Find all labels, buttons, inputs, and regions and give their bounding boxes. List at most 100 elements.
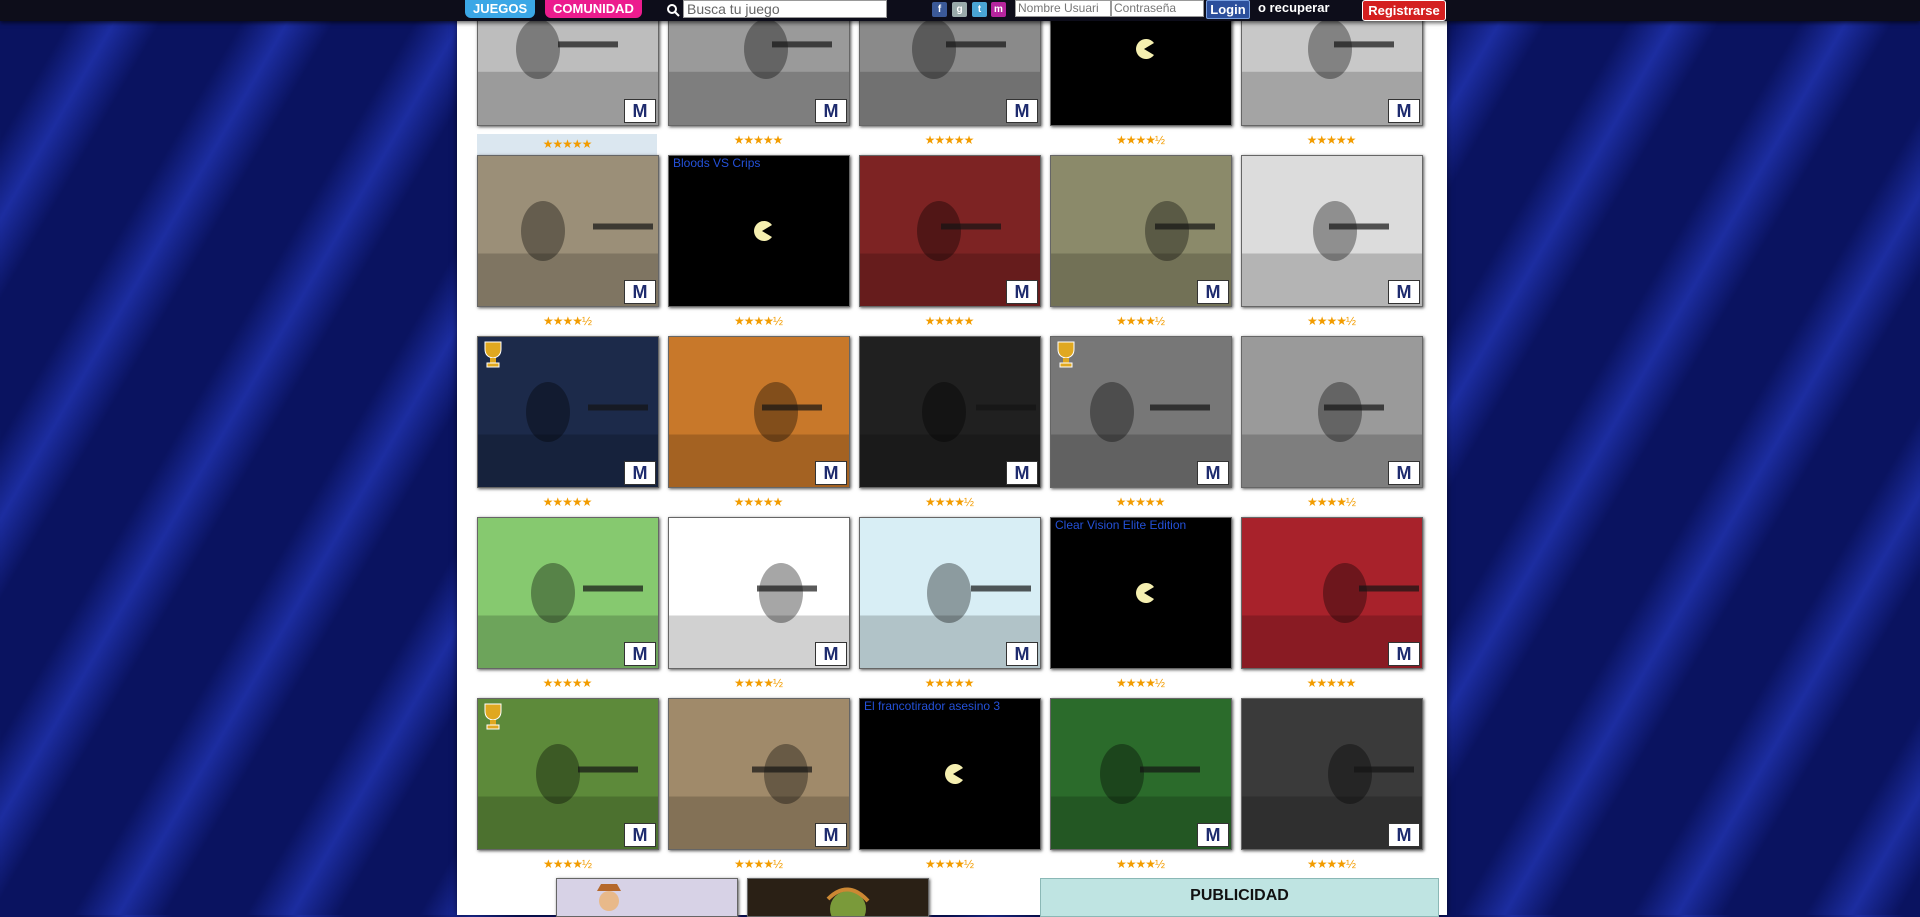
rating-stars: ★★★★½ [1115,133,1165,147]
rating-stars: ★★★★½ [1115,857,1165,871]
username-field[interactable]: Nombre Usuari [1015,0,1111,17]
rating-stars: ★★★★½ [924,857,974,871]
placeholder-icon [1136,39,1154,59]
game-thumbnail[interactable] [747,878,929,917]
trophy-icon [1057,341,1075,368]
recover-link[interactable]: o recuperar [1258,0,1330,15]
m-badge-icon: M [1388,823,1420,847]
m-badge-icon: M [1006,280,1038,304]
m-badge-icon: M [815,461,847,485]
game-thumbnail[interactable]: M [1241,336,1423,488]
m-badge-icon: M [815,642,847,666]
game-thumbnail[interactable]: M [859,0,1041,126]
game-thumbnail[interactable]: M [859,517,1041,669]
game-thumbnail[interactable]: M [859,155,1041,307]
game-thumbnail[interactable]: El francotirador asesino 3 [859,698,1041,850]
game-thumbnail[interactable]: M [1241,698,1423,850]
game-thumbnail[interactable]: M [668,0,850,126]
password-field[interactable]: Contraseña [1111,0,1204,17]
game-thumbnail[interactable]: M [859,336,1041,488]
rating-stars: ★★★★★ [1115,495,1166,509]
trophy-icon [484,341,502,368]
m-badge-icon: M [1388,642,1420,666]
m-badge-icon: M [624,280,656,304]
rating-stars: ★★★★★ [733,495,784,509]
m-badge-icon: M [624,642,656,666]
rating-stars: ★★★★½ [542,314,592,328]
rating-stars: ★★★★½ [1306,314,1356,328]
advertisement-label: PUBLICIDAD [1040,878,1439,917]
game-artwork [669,563,849,668]
game-artwork [1051,382,1231,487]
rating-stars: ★★★★½ [733,314,783,328]
login-button[interactable]: Login [1206,0,1250,19]
search-input[interactable]: Busca tu juego [683,0,887,18]
game-thumbnail[interactable]: M [477,0,659,126]
rating-stars: ★★★★★ [477,134,657,158]
myspace-icon[interactable]: m [991,2,1006,17]
rating-stars: ★★★★½ [924,495,974,509]
rating-stars: ★★★★½ [1115,314,1165,328]
m-badge-icon: M [815,823,847,847]
game-thumbnail[interactable]: Clear Vision Elite Edition [1050,517,1232,669]
tab-comunidad[interactable]: COMUNIDAD [545,0,642,18]
m-badge-icon: M [624,461,656,485]
game-thumbnail[interactable]: M [1050,698,1232,850]
rating-stars: ★★★★★ [924,133,975,147]
rating-stars: ★★★★½ [733,676,783,690]
m-badge-icon: M [1388,99,1420,123]
game-thumbnail[interactable]: Bloods VS Crips [668,155,850,307]
game-thumbnail[interactable]: M [477,517,659,669]
rating-stars: ★★★★½ [542,857,592,871]
game-thumbnail[interactable]: M [477,698,659,850]
google-icon[interactable]: g [952,2,967,17]
placeholder-icon [754,221,772,241]
rating-stars: ★★★★½ [733,857,783,871]
twitter-icon[interactable]: t [972,2,987,17]
m-badge-icon: M [1197,823,1229,847]
rating-stars: ★★★★½ [1115,676,1165,690]
tab-juegos[interactable]: JUEGOS [465,0,536,18]
facebook-icon[interactable]: f [932,2,947,17]
top-navigation-bar: JUEGOS COMUNIDAD Busca tu juego f g t m … [0,0,1920,21]
m-badge-icon: M [1006,99,1038,123]
game-artwork [860,19,1040,125]
game-thumbnail[interactable]: M [1050,336,1232,488]
rating-stars: ★★★★★ [1306,676,1357,690]
m-badge-icon: M [1197,280,1229,304]
broken-image-alt-text: Bloods VS Crips [673,156,761,170]
placeholder-icon [945,764,963,784]
broken-image-alt-text: El francotirador asesino 3 [864,699,1001,713]
m-badge-icon: M [1388,280,1420,304]
game-thumbnail[interactable]: M [668,517,850,669]
register-button[interactable]: Registrarse [1362,0,1446,21]
m-badge-icon: M [1006,642,1038,666]
game-thumbnail[interactable]: M [668,336,850,488]
game-thumbnail[interactable] [556,878,738,917]
search-icon [667,4,680,17]
rating-stars: ★★★★★ [733,133,784,147]
rating-stars: ★★★★½ [1306,495,1356,509]
game-thumbnail[interactable]: M [1241,0,1423,126]
rating-stars: ★★★★★ [924,314,975,328]
rating-stars: ★★★★★ [542,495,593,509]
m-badge-icon: M [815,99,847,123]
game-thumbnail[interactable]: M [1241,155,1423,307]
game-thumbnail[interactable] [1050,0,1232,126]
game-artwork [478,563,658,668]
rating-stars: ★★★★★ [1306,133,1357,147]
trophy-icon [484,703,502,730]
placeholder-icon [1136,583,1154,603]
game-thumbnail[interactable]: M [477,155,659,307]
rating-stars: ★★★★★ [924,676,975,690]
game-thumbnail[interactable]: M [1241,517,1423,669]
m-badge-icon: M [1006,461,1038,485]
game-thumbnail[interactable]: M [668,698,850,850]
game-artwork [1242,382,1422,487]
m-badge-icon: M [624,823,656,847]
m-badge-icon: M [624,99,656,123]
game-thumbnail[interactable]: M [1050,155,1232,307]
m-badge-icon: M [1388,461,1420,485]
game-thumbnail[interactable]: M [477,336,659,488]
broken-image-alt-text: Clear Vision Elite Edition [1055,518,1187,532]
